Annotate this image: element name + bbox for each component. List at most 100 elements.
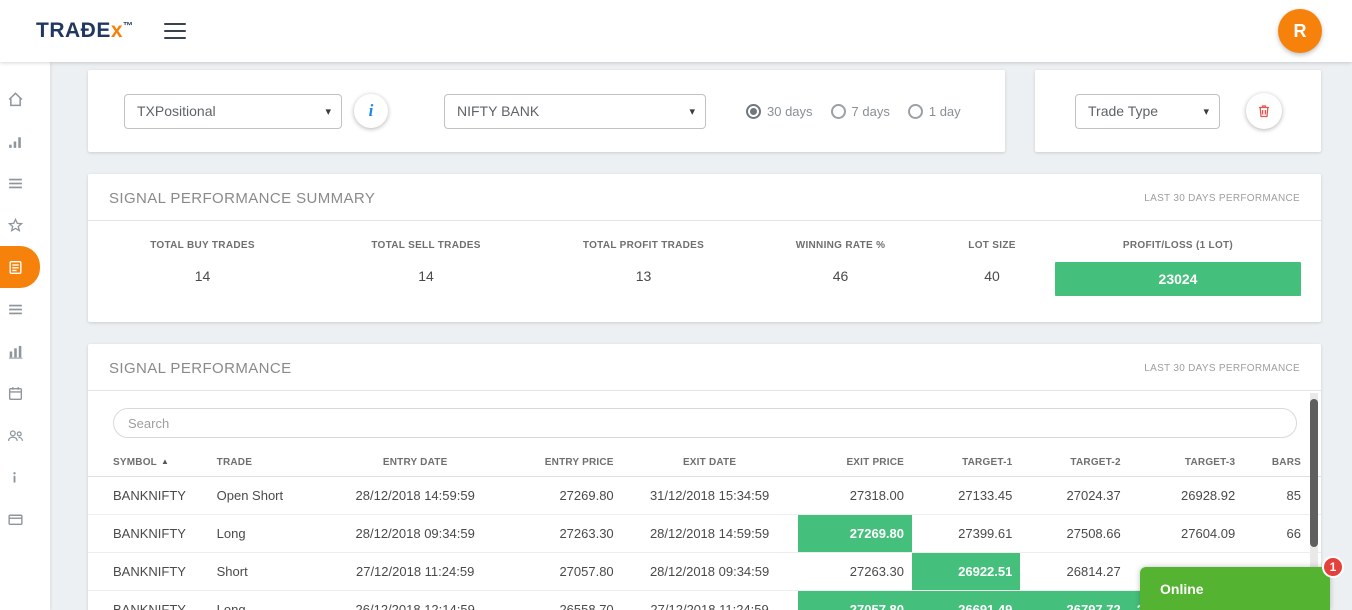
bar-chart-icon (9, 345, 23, 359)
stat-lot-size: LOT SIZE 40 (929, 240, 1055, 284)
sidebar-item-rows[interactable] (0, 288, 50, 330)
cell-symbol: BANKNIFTY (88, 476, 209, 515)
cell-entry-date: 28/12/2018 09:34:59 (329, 514, 502, 553)
stat-winning-rate: WINNING RATE % 46 (752, 240, 929, 284)
column-header-bars[interactable]: BARS (1243, 451, 1321, 477)
radio-30-days[interactable]: 30 days (746, 103, 813, 119)
stat-label: TOTAL BUY TRADES (150, 240, 255, 251)
column-header-exit-date[interactable]: EXIT DATE (621, 451, 798, 477)
sidebar-item-info[interactable] (0, 456, 50, 498)
column-header-entry-price[interactable]: ENTRY PRICE (501, 451, 622, 477)
sidebar (0, 62, 50, 610)
column-header-target-1[interactable]: TARGET-1 (912, 451, 1021, 477)
summary-period-label: LAST 30 DAYS PERFORMANCE (1144, 193, 1300, 204)
stat-total-buy-trades: TOTAL BUY TRADES 14 (88, 240, 317, 284)
column-header-symbol[interactable]: SYMBOL ▲ (88, 451, 209, 477)
scrollbar-thumb[interactable] (1310, 399, 1318, 547)
radio-dot (830, 103, 846, 119)
trade-type-select-value: Trade Type (1088, 103, 1159, 119)
info-icon (13, 471, 16, 483)
cell-exit-price: 27318.00 (797, 476, 913, 515)
radio-label: 30 days (767, 103, 813, 119)
cell-bars: 85 (1243, 476, 1321, 515)
table-row[interactable]: BANKNIFTY Short 27/12/2018 11:24:59 2705… (88, 552, 1321, 591)
column-header-target-3[interactable]: TARGET-3 (1128, 451, 1244, 477)
summary-card-header: SIGNAL PERFORMANCE SUMMARY LAST 30 DAYS … (88, 174, 1321, 221)
sidebar-item-list[interactable] (0, 162, 50, 204)
cell-exit-date: 27/12/2018 11:24:59 (621, 590, 798, 610)
stat-label: PROFIT/LOSS (1 LOT) (1122, 240, 1234, 251)
hamburger-bar (163, 29, 186, 33)
home-icon (8, 91, 23, 106)
news-icon (9, 260, 22, 274)
cell-target-1-highlighted: 26922.51 (912, 552, 1021, 591)
cell-target-1: 27133.45 (912, 476, 1021, 515)
calendar-icon (8, 386, 23, 400)
profit-loss-badge: 23024 (1055, 262, 1301, 296)
cell-symbol: BANKNIFTY (88, 514, 209, 553)
table-row[interactable]: BANKNIFTY Open Short 28/12/2018 14:59:59… (88, 476, 1321, 515)
cell-target-2: 26814.27 (1020, 552, 1129, 591)
cell-entry-date: 26/12/2018 12:14:59 (329, 590, 502, 610)
table-card-header: SIGNAL PERFORMANCE LAST 30 DAYS PERFORMA… (88, 344, 1321, 391)
instrument-select[interactable]: NIFTY BANK ▾ (444, 93, 706, 129)
sidebar-item-charts[interactable] (0, 330, 50, 372)
cell-target-1-highlighted: 26691.49 (912, 590, 1021, 610)
trash-icon (1259, 105, 1269, 118)
radio-7-days[interactable]: 7 days (830, 103, 890, 119)
cell-target-2: 27508.66 (1020, 514, 1129, 553)
table-row[interactable]: BANKNIFTY Long 28/12/2018 09:34:59 27263… (88, 514, 1321, 553)
strategy-select[interactable]: TXPositional ▾ (124, 93, 342, 129)
radio-dot (746, 103, 761, 119)
sidebar-item-calendar[interactable] (0, 372, 50, 414)
info-button[interactable]: i (354, 94, 388, 128)
cell-entry-price: 27057.80 (501, 552, 622, 591)
column-header-entry-date[interactable]: ENTRY DATE (329, 451, 502, 477)
cell-target-1: 27399.61 (912, 514, 1021, 553)
cell-trade: Short (208, 552, 330, 591)
column-header-exit-price[interactable]: EXIT PRICE (797, 451, 913, 477)
chevron-down-icon: ▾ (1203, 105, 1209, 118)
sidebar-item-users[interactable] (0, 414, 50, 456)
column-header-trade[interactable]: TRADE (208, 451, 330, 477)
cell-entry-date: 27/12/2018 11:24:59 (329, 552, 502, 591)
app-logo[interactable]: TRAĐEx™ (36, 19, 134, 43)
sidebar-item-signals[interactable] (0, 120, 50, 162)
stat-label: TOTAL PROFIT TRADES (582, 240, 705, 251)
sidebar-item-payments[interactable] (0, 498, 50, 540)
stat-label: TOTAL SELL TRADES (371, 240, 481, 251)
column-header-target-2[interactable]: TARGET-2 (1020, 451, 1129, 477)
radio-1-day[interactable]: 1 day (907, 103, 961, 119)
cell-target-3: 26928.92 (1128, 476, 1244, 515)
trade-type-select[interactable]: Trade Type ▾ (1075, 93, 1220, 129)
user-avatar[interactable]: R (1278, 9, 1322, 53)
cell-trade: Open Short (208, 476, 330, 515)
table-row[interactable]: BANKNIFTY Long 26/12/2018 12:14:59 26558… (88, 590, 1321, 610)
menu-toggle-button[interactable] (160, 15, 190, 48)
sidebar-item-favorites[interactable] (0, 204, 50, 246)
stat-label: LOT SIZE (968, 240, 1016, 251)
stat-value: 14 (194, 268, 211, 284)
cell-target-2: 27024.37 (1020, 476, 1129, 515)
sidebar-item-performance-active[interactable] (0, 246, 40, 288)
cell-entry-price: 27263.30 (501, 514, 622, 553)
stat-value: 14 (418, 268, 434, 284)
sidebar-item-home[interactable] (0, 78, 50, 120)
period-radio-group: 30 days 7 days 1 day (746, 103, 979, 119)
chat-widget[interactable]: Online 1 (1140, 556, 1344, 610)
chat-notification-badge[interactable]: 1 (1322, 556, 1344, 578)
sort-asc-icon: ▲ (160, 457, 170, 466)
summary-card: SIGNAL PERFORMANCE SUMMARY LAST 30 DAYS … (88, 174, 1321, 322)
trade-type-card: Trade Type ▾ (1035, 70, 1321, 152)
cell-trade: Long (208, 590, 330, 610)
stat-total-profit-trades: TOTAL PROFIT TRADES 13 (535, 240, 752, 284)
search-input[interactable] (113, 408, 1297, 438)
radio-dot (907, 103, 923, 119)
logo-brand-text: TRAĐE (36, 19, 111, 42)
delete-button[interactable] (1246, 93, 1282, 129)
table-scrollbar[interactable] (1310, 393, 1318, 610)
signal-performance-card: SIGNAL PERFORMANCE LAST 30 DAYS PERFORMA… (88, 344, 1321, 610)
stat-label: WINNING RATE % (795, 240, 886, 251)
hamburger-bar (163, 23, 186, 26)
cell-entry-price: 27269.80 (501, 476, 622, 515)
